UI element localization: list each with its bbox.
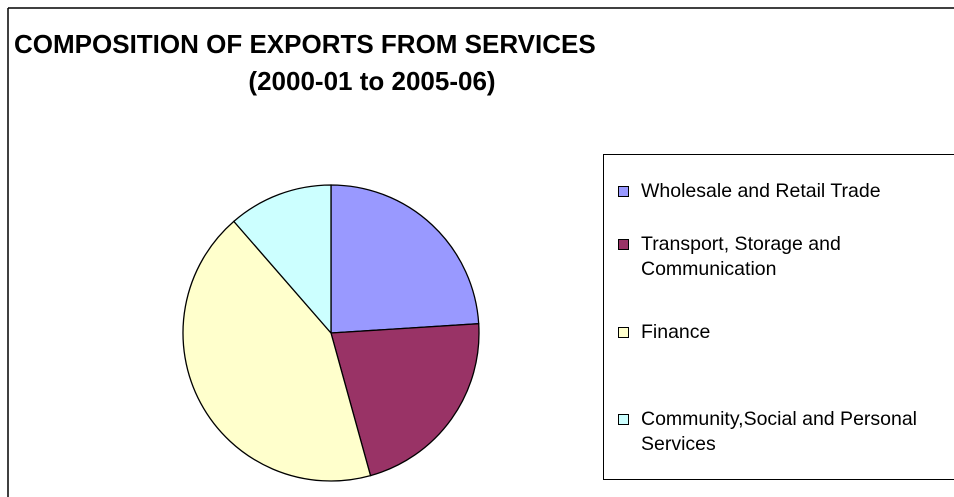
pie-slice <box>330 323 480 477</box>
chart-subtitle: (2000-01 to 2005-06) <box>248 66 495 96</box>
pie-slice <box>232 184 332 335</box>
legend: Wholesale and Retail Trade Transport, Sto… <box>603 154 954 480</box>
legend-swatch <box>618 327 629 338</box>
legend-label: Community,Social and Personal Services <box>641 408 918 455</box>
chart-title: COMPOSITION OF EXPORTS FROM SERVICES <box>14 29 596 59</box>
legend-swatch <box>618 239 629 250</box>
legend-entry: Transport, Storage and Communication <box>618 232 948 282</box>
legend-swatch <box>618 186 629 197</box>
legend-label: Finance <box>641 321 711 343</box>
pie-slice <box>182 220 372 482</box>
legend-entry: Wholesale and Retail Trade <box>618 179 948 204</box>
legend-entry: Finance <box>618 320 948 345</box>
legend-entry: Community,Social and Personal Services <box>618 407 948 457</box>
legend-swatch <box>618 414 629 425</box>
legend-label: Transport, Storage and Communication <box>641 233 841 280</box>
pie-slice <box>330 184 480 334</box>
legend-label: Wholesale and Retail Trade <box>641 180 881 202</box>
